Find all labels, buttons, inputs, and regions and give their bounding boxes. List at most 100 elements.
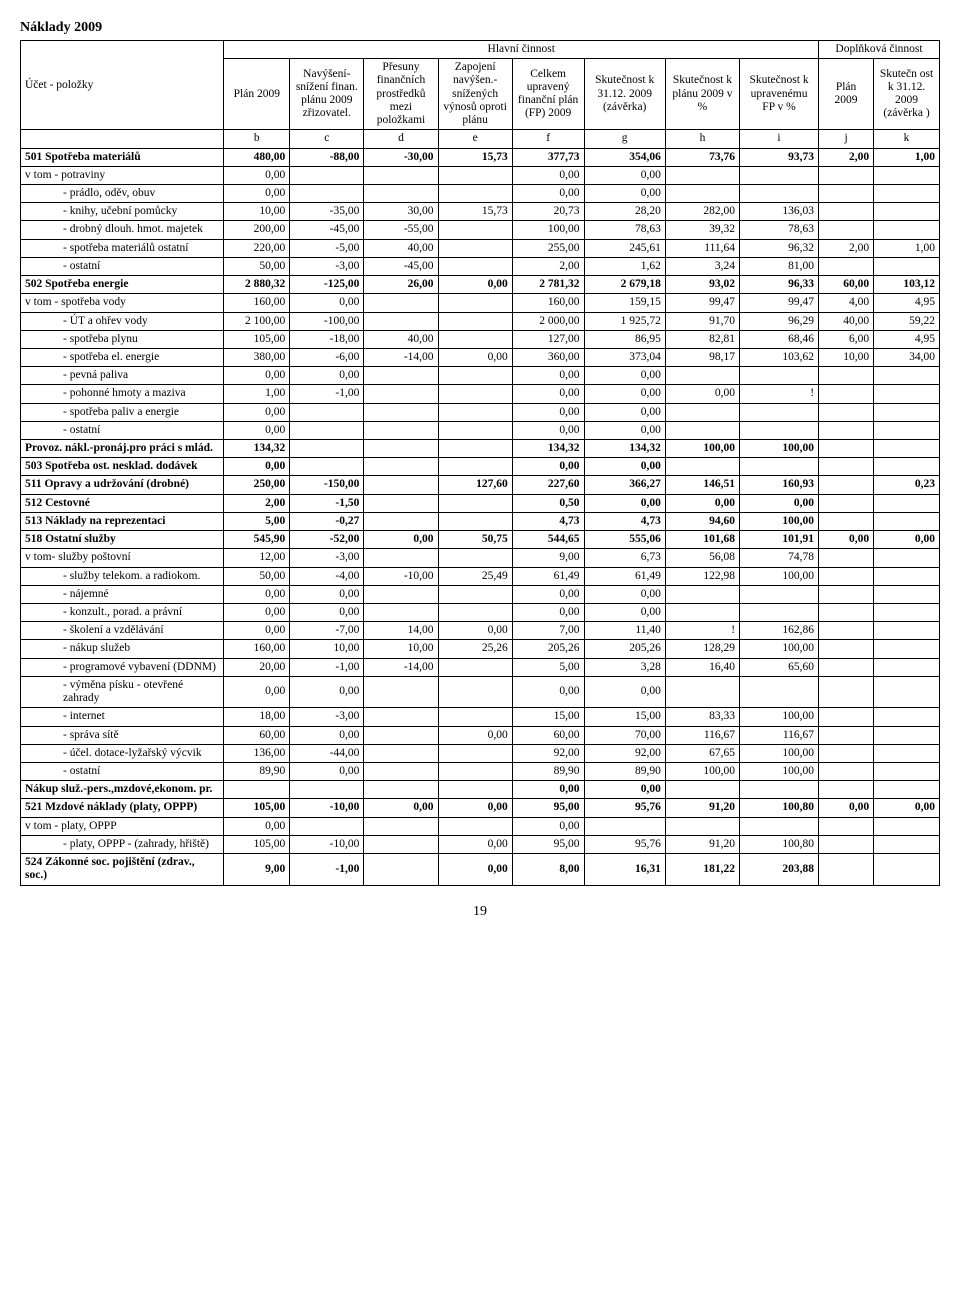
cell: 0,00 <box>584 367 665 385</box>
cell: -44,00 <box>290 744 364 762</box>
cell: 103,12 <box>874 276 940 294</box>
cell: 205,26 <box>512 640 584 658</box>
cell: 0,00 <box>224 585 290 603</box>
cell <box>819 385 874 403</box>
cell <box>819 421 874 439</box>
cell: -3,00 <box>290 257 364 275</box>
cell: 111,64 <box>665 239 739 257</box>
cell: 10,00 <box>819 348 874 366</box>
cell: 100,80 <box>740 799 819 817</box>
col-g: Skutečnost k 31.12. 2009 (závěrka) <box>584 59 665 130</box>
cell: 10,00 <box>364 640 438 658</box>
cell: 34,00 <box>874 348 940 366</box>
cell: 50,00 <box>224 567 290 585</box>
cell <box>290 403 364 421</box>
cell: 0,00 <box>224 676 290 707</box>
cell: -18,00 <box>290 330 364 348</box>
cell: 2 781,32 <box>512 276 584 294</box>
cell <box>364 817 438 835</box>
cell: 0,00 <box>438 726 512 744</box>
cell <box>438 585 512 603</box>
table-row: - školení a vzdělávání0,00-7,0014,000,00… <box>21 622 940 640</box>
cell: 0,00 <box>438 276 512 294</box>
cell <box>665 458 739 476</box>
cell <box>364 585 438 603</box>
cell: 50,75 <box>438 531 512 549</box>
cell: 0,00 <box>290 294 364 312</box>
cell: 0,00 <box>512 781 584 799</box>
cell: 116,67 <box>740 726 819 744</box>
cell: 9,00 <box>512 549 584 567</box>
cell <box>819 494 874 512</box>
cell: 0,00 <box>438 799 512 817</box>
cell: 555,06 <box>584 531 665 549</box>
cell: 60,00 <box>512 726 584 744</box>
cell: 2 100,00 <box>224 312 290 330</box>
cell: 93,02 <box>665 276 739 294</box>
row-label: 502 Spotřeba energie <box>21 276 224 294</box>
cell: 3,24 <box>665 257 739 275</box>
row-label: - účel. dotace-lyžařský výcvik <box>21 744 224 762</box>
cell <box>819 440 874 458</box>
cell <box>874 549 940 567</box>
table-row: - prádlo, oděv, obuv0,000,000,00 <box>21 184 940 202</box>
cell <box>438 676 512 707</box>
table-row: - ostatní89,900,0089,9089,90100,00100,00 <box>21 762 940 780</box>
cell: 92,00 <box>512 744 584 762</box>
cell <box>740 676 819 707</box>
cell <box>874 781 940 799</box>
cell <box>364 312 438 330</box>
cell: 160,00 <box>512 294 584 312</box>
cell <box>290 817 364 835</box>
page-title: Náklady 2009 <box>20 20 940 36</box>
cell: 0,00 <box>512 421 584 439</box>
cell <box>364 421 438 439</box>
header-supp: Doplňková činnost <box>819 41 940 59</box>
cell: 25,49 <box>438 567 512 585</box>
cell: 354,06 <box>584 148 665 166</box>
cell: 91,20 <box>665 799 739 817</box>
cell: 100,00 <box>512 221 584 239</box>
cell: 60,00 <box>819 276 874 294</box>
table-row: - programové vybavení (DDNM)20,00-1,00-1… <box>21 658 940 676</box>
row-label: - prádlo, oděv, obuv <box>21 184 224 202</box>
cell: 0,00 <box>224 817 290 835</box>
cell: 2 679,18 <box>584 276 665 294</box>
cell <box>819 512 874 530</box>
cell <box>874 458 940 476</box>
letter-c: c <box>290 130 364 148</box>
cell <box>364 512 438 530</box>
cell <box>364 184 438 202</box>
table-row: - ostatní50,00-3,00-45,002,001,623,2481,… <box>21 257 940 275</box>
cell: 100,00 <box>740 440 819 458</box>
cell <box>665 403 739 421</box>
row-label: - výměna písku - otevřené zahrady <box>21 676 224 707</box>
cell: ! <box>665 622 739 640</box>
cell: 0,00 <box>874 531 940 549</box>
table-row: - spotřeba plynu105,00-18,0040,00127,008… <box>21 330 940 348</box>
cell: 136,03 <box>740 203 819 221</box>
cell <box>740 585 819 603</box>
cell: 128,29 <box>665 640 739 658</box>
letter-d: d <box>364 130 438 148</box>
cell: 8,00 <box>512 854 584 885</box>
cell: -3,00 <box>290 708 364 726</box>
cell: 16,40 <box>665 658 739 676</box>
cell: 50,00 <box>224 257 290 275</box>
table-row: - správa sítě60,000,000,0060,0070,00116,… <box>21 726 940 744</box>
cell: -1,00 <box>290 385 364 403</box>
row-label: - spotřeba materiálů ostatní <box>21 239 224 257</box>
letter-e: e <box>438 130 512 148</box>
cell <box>874 585 940 603</box>
cell: 0,00 <box>512 166 584 184</box>
cell: 98,17 <box>665 348 739 366</box>
cell: 0,00 <box>584 604 665 622</box>
row-label: v tom - potraviny <box>21 166 224 184</box>
cell <box>665 367 739 385</box>
cell: 159,15 <box>584 294 665 312</box>
cell <box>874 257 940 275</box>
cell <box>740 604 819 622</box>
cell: -45,00 <box>290 221 364 239</box>
cell: 10,00 <box>224 203 290 221</box>
table-row: 512 Cestovné2,00-1,500,500,000,000,00 <box>21 494 940 512</box>
